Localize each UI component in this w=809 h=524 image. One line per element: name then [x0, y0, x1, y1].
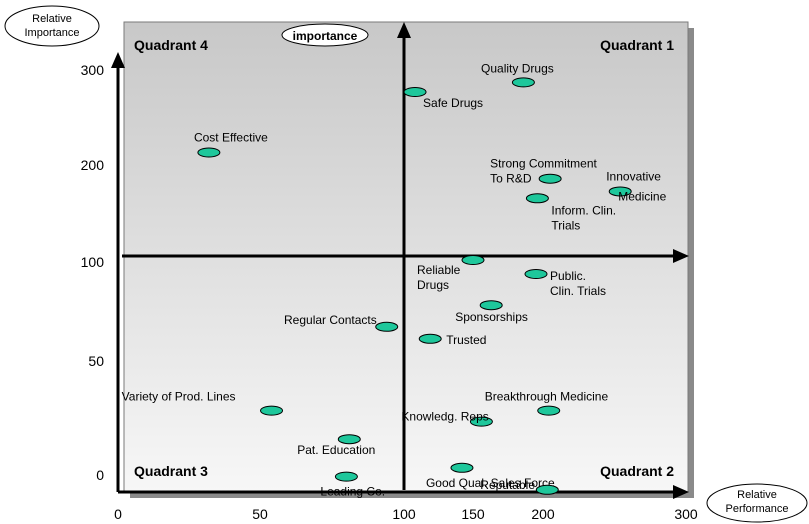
x-axis-title-line2: Performance	[726, 503, 789, 515]
axes	[111, 22, 689, 499]
tick-labels: 0 50 100 150 200 300 0 50 100 200 300	[81, 62, 698, 522]
vertical-divider-arrow	[397, 22, 411, 38]
x-tick-label: 0	[114, 506, 122, 522]
x-tick-label: 100	[392, 506, 416, 522]
point-label: Pat. Education	[297, 443, 375, 457]
x-axis-arrow	[673, 485, 689, 499]
point-label: Trusted	[446, 333, 486, 347]
point-label: Medicine	[618, 189, 666, 203]
x-axis-title-oval	[706, 483, 808, 523]
point-label: To R&D	[490, 172, 532, 186]
data-point	[608, 186, 632, 197]
data-point	[469, 416, 493, 427]
x-tick-label: 300	[674, 506, 698, 522]
horizontal-divider-arrow	[673, 249, 689, 263]
data-point	[479, 300, 503, 311]
data-point	[524, 269, 548, 279]
data-point	[535, 484, 559, 495]
point-label: Leading Co.	[320, 485, 385, 499]
quadrant-2-title: Quadrant 2	[600, 463, 674, 479]
importance-oval	[281, 23, 369, 47]
data-point	[537, 405, 561, 416]
data-point	[461, 255, 485, 266]
y-tick-label: 0	[96, 467, 104, 483]
point-label: Inform. Clin.	[551, 203, 616, 217]
point-label: Drugs	[417, 278, 449, 292]
quadrant-3-title: Quadrant 3	[134, 463, 208, 479]
data-point	[337, 434, 361, 445]
x-axis-title-line1: Relative	[737, 489, 777, 501]
data-point	[525, 193, 549, 204]
data-point	[403, 87, 427, 97]
data-point	[375, 321, 399, 332]
importance-label: importance	[293, 29, 358, 43]
quadrant-1-title: Quadrant 1	[600, 37, 674, 53]
y-axis-title-line1: Relative	[32, 13, 72, 25]
point-label: Reputable	[480, 478, 535, 492]
data-point	[450, 462, 474, 473]
y-tick-label: 300	[81, 62, 105, 78]
point-label: Quality Drugs	[481, 61, 554, 75]
y-tick-label: 100	[81, 254, 105, 270]
x-tick-label: 50	[252, 506, 268, 522]
quadrant-4-title: Quadrant 4	[134, 37, 208, 53]
y-axis-title-oval	[4, 5, 100, 47]
y-tick-label: 50	[88, 353, 104, 369]
x-tick-label: 200	[531, 506, 555, 522]
point-label: Cost Effective	[194, 130, 268, 144]
y-tick-label: 200	[81, 157, 105, 173]
point-label: Breakthrough Medicine	[485, 390, 609, 404]
point-label: Sponsorships	[455, 310, 528, 324]
point-label: Public.	[550, 269, 586, 283]
data-point	[538, 173, 562, 184]
point-label: Knowledg. Reps	[401, 410, 488, 424]
point-label: Trials	[551, 218, 580, 232]
point-label: Clin. Trials	[550, 284, 606, 298]
data-point	[334, 471, 358, 482]
point-label: Regular Contacts	[284, 313, 377, 327]
point-label: Variety of Prod. Lines	[122, 390, 236, 404]
data-point	[418, 333, 442, 344]
data-points: Quality Drugs Safe Drugs Cost Effective Str…	[122, 61, 667, 498]
point-label: Reliable	[417, 263, 461, 277]
data-point	[260, 405, 284, 416]
point-label: Strong Commitment	[490, 157, 597, 171]
point-label: Safe Drugs	[423, 96, 483, 110]
data-point	[197, 147, 221, 158]
x-tick-label: 150	[461, 506, 485, 522]
y-axis-arrow	[111, 52, 125, 68]
data-point	[511, 77, 535, 88]
point-label: Innovative	[606, 169, 661, 183]
point-label: Good Qual. Sales Force	[426, 476, 555, 490]
y-axis-title-line2: Importance	[24, 27, 79, 39]
